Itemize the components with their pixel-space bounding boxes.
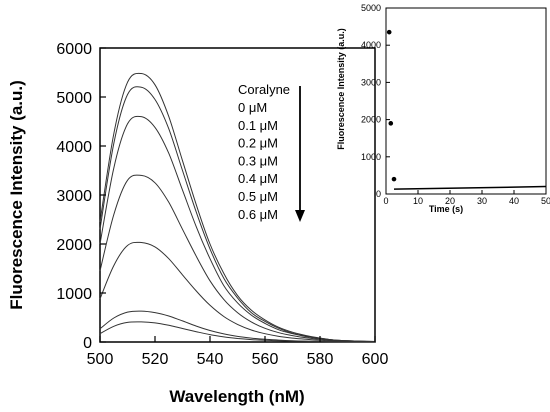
legend-entries: 0 μM 0.1 μM 0.2 μM 0.3 μM 0.4 μM 0.5 μM 0.6 μM — [238, 100, 278, 222]
inset-y-tick-label: 0 — [376, 189, 381, 199]
main-x-axis-title: Wavelength (nM) — [169, 387, 304, 406]
inset-x-axis-title: Time (s) — [429, 204, 463, 214]
main-x-tick-label: 600 — [362, 351, 389, 368]
inset-y-tick-label: 4000 — [361, 40, 381, 50]
inset-data-point — [386, 29, 392, 35]
main-curves — [99, 72, 376, 343]
inset-y-axis-title: Fluorescence Intensity (a.u.) — [336, 28, 346, 150]
inset-y-axis: 0 1000 2000 3000 4000 5000 — [361, 3, 390, 199]
legend-entry: 0.6 μM — [238, 207, 278, 222]
main-y-tick-label: 3000 — [56, 188, 92, 205]
main-y-axis: 0 1000 2000 3000 4000 5000 6000 — [56, 41, 106, 352]
legend-entry: 0 μM — [238, 100, 267, 115]
inset-y-tick-label: 2000 — [361, 115, 381, 125]
main-x-tick-label: 520 — [142, 351, 169, 368]
main-x-tick-label: 500 — [87, 351, 114, 368]
main-x-tick-label: 580 — [307, 351, 334, 368]
inset-x-tick-label: 50 — [541, 196, 550, 206]
legend-entry: 0.4 μM — [238, 171, 278, 186]
main-y-axis-title: Fluorescence Intensity (a.u.) — [7, 80, 26, 310]
inset-x-axis: 0 10 20 30 40 50 — [383, 190, 550, 206]
main-y-tick-label: 6000 — [56, 41, 92, 58]
inset-y-tick-label: 5000 — [361, 3, 381, 13]
legend: Coralyne 0 μM 0.1 μM 0.2 μM 0.3 μM 0.4 μM 0.5… — [238, 82, 305, 222]
legend-title: Coralyne — [238, 82, 290, 97]
spectrum-curve-3 — [99, 174, 376, 343]
inset-y-tick-label: 1000 — [361, 152, 381, 162]
spectrum-curve-4 — [99, 241, 376, 343]
inset-marks — [386, 29, 547, 190]
main-x-tick-label: 560 — [252, 351, 279, 368]
main-chart: 500 520 540 560 580 600 0 1000 2000 3000 4000 5000… — [7, 41, 388, 406]
inset-x-tick-label: 0 — [383, 196, 388, 206]
legend-entry: 0.1 μM — [238, 118, 278, 133]
spectrum-curve-2 — [99, 115, 376, 342]
inset-x-tick-label: 20 — [445, 196, 455, 206]
main-y-tick-label: 4000 — [56, 139, 92, 156]
inset-data-point — [391, 176, 397, 182]
main-y-tick-label: 2000 — [56, 237, 92, 254]
main-y-tick-label: 0 — [83, 335, 92, 352]
spectrum-curve-6 — [99, 321, 376, 343]
spectrum-curve-5 — [99, 310, 375, 343]
inset-trend-line — [393, 185, 547, 190]
legend-arrow-head — [295, 210, 305, 222]
legend-entry: 0.2 μM — [238, 136, 278, 151]
main-x-tick-label: 540 — [197, 351, 224, 368]
inset-plot-frame — [385, 7, 547, 195]
inset-x-tick-label: 10 — [413, 196, 423, 206]
inset-chart: 0 10 20 30 40 50 0 1000 2000 3000 4000 5000 Time (… — [336, 3, 550, 214]
inset-x-tick-label: 30 — [477, 196, 487, 206]
main-x-axis: 500 520 540 560 580 600 — [87, 336, 389, 368]
legend-entry: 0.5 μM — [238, 189, 278, 204]
main-y-tick-label: 1000 — [56, 286, 92, 303]
inset-y-tick-label: 3000 — [361, 77, 381, 87]
inset-data-point — [388, 121, 394, 126]
inset-x-tick-label: 40 — [509, 196, 519, 206]
main-y-tick-label: 5000 — [56, 90, 92, 107]
legend-entry: 0.3 μM — [238, 153, 278, 168]
